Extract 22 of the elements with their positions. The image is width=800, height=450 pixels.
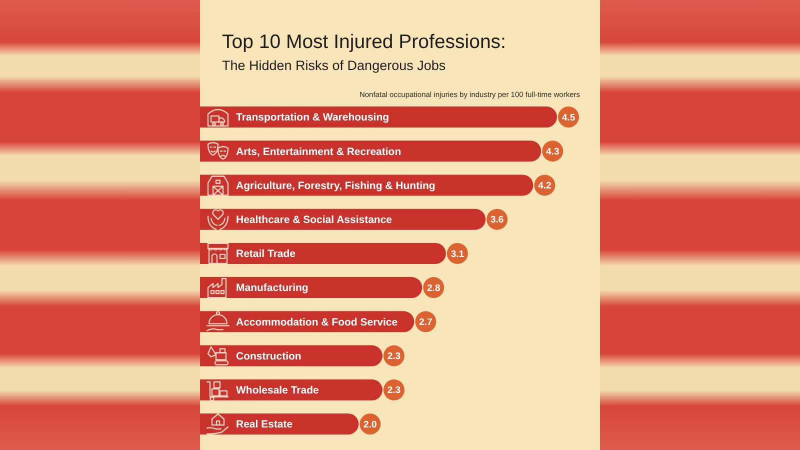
y-tick-label: Healthcare & Social Assistance xyxy=(236,214,392,226)
data-label: 4.3 xyxy=(546,146,560,158)
data-label: 2.3 xyxy=(387,351,401,362)
y-tick-label: Retail Trade xyxy=(236,248,296,260)
data-label: 2.3 xyxy=(387,385,401,396)
data-label: 3.1 xyxy=(450,248,465,260)
data-label: 2.7 xyxy=(419,316,432,328)
data-label: 4.2 xyxy=(538,180,552,192)
y-tick-label: Accommodation & Food Service xyxy=(236,316,398,328)
y-tick-label: Wholesale Trade xyxy=(236,384,320,397)
data-label: 3.6 xyxy=(490,214,504,226)
data-label: 2.0 xyxy=(364,419,377,430)
y-tick-label: Arts, Entertainment & Recreation xyxy=(236,146,402,158)
y-tick-label: Construction xyxy=(236,350,302,362)
data-label: 2.8 xyxy=(427,282,440,294)
y-tick-label: Real Estate xyxy=(236,418,293,431)
chart-subtitle: The Hidden Risks of Dangerous Jobs xyxy=(222,58,446,73)
y-tick-label: Manufacturing xyxy=(236,282,308,294)
chart-title: Top 10 Most Injured Professions: xyxy=(222,31,506,53)
data-label: 4.5 xyxy=(562,112,576,124)
y-tick-label: Agriculture, Forestry, Fishing & Hunting xyxy=(236,180,436,192)
y-tick-label: Transportation & Warehousing xyxy=(236,112,390,124)
